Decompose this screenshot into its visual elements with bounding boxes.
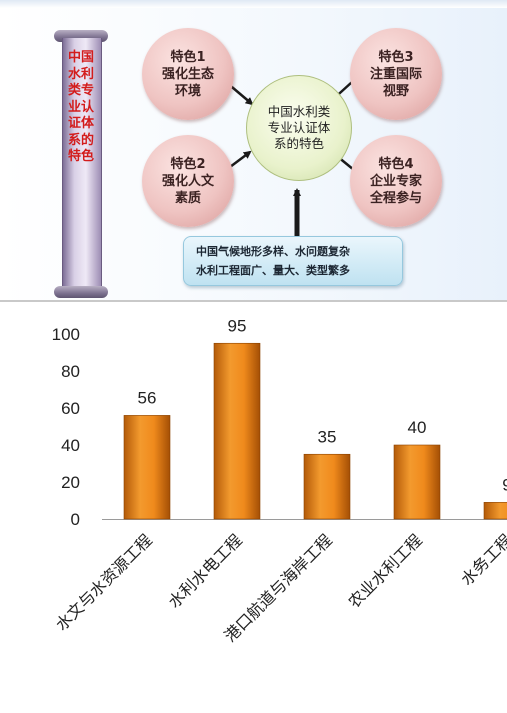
y-tick-label: 0 — [71, 510, 80, 529]
y-tick-label: 80 — [61, 362, 80, 381]
feature-circle-1: 特色1 强化生态 环境 — [142, 28, 234, 120]
feature-3-title: 特色3 — [378, 49, 414, 65]
feature-2-title: 特色2 — [170, 156, 206, 172]
scroll-banner: 中国水利类专业认证体系的特色 — [52, 30, 110, 298]
feature-diagram: 中国水利类专业认证体系的特色 特色1 强化生态 环境 特色2 强化人文 素质 特… — [0, 0, 507, 300]
feature-4-line2: 全程参与 — [369, 190, 422, 206]
bar-chart: 0 20 40 60 80 100 56 95 35 40 9 水文与水资源工程水利水电工程港口航… — [0, 304, 507, 713]
data-label: 95 — [228, 316, 247, 335]
x-tick-label: 水文与水资源工程 — [52, 530, 156, 634]
scroll-bottom-rod — [54, 286, 108, 298]
feature-1-line2: 环境 — [174, 83, 201, 99]
data-label: 35 — [318, 427, 337, 446]
feature-4-title: 特色4 — [378, 156, 414, 172]
bar — [303, 453, 351, 520]
y-axis-ticks: 0 20 40 60 80 100 — [52, 325, 80, 529]
bar-chart-svg: 0 20 40 60 80 100 56 95 35 40 9 水文与水资源工程水利水电工程港口航… — [52, 316, 507, 646]
bar — [483, 502, 507, 520]
feature-circle-4: 特色4 企业专家 全程参与 — [350, 135, 442, 227]
scroll-paper — [62, 38, 102, 290]
bar — [393, 444, 441, 520]
feature-4-line1: 企业专家 — [369, 173, 422, 189]
data-label: 9 — [502, 475, 507, 494]
feature-1-title: 特色1 — [170, 49, 206, 65]
x-tick-label: 农业水利工程 — [345, 530, 426, 611]
feature-circle-3: 特色3 注重国际 视野 — [350, 28, 442, 120]
section-divider — [0, 300, 507, 302]
x-tick-label: 水利水电工程 — [165, 530, 246, 611]
feature-2-line1: 强化人文 — [161, 173, 214, 189]
bar — [213, 342, 261, 520]
data-label: 56 — [138, 388, 157, 407]
scroll-title: 中国水利类专业认证体系的特色 — [68, 50, 95, 164]
top-edge — [0, 0, 507, 8]
feature-3-line2: 视野 — [382, 83, 409, 99]
data-labels: 56 95 35 40 9 — [138, 316, 507, 494]
feature-circle-2: 特色2 强化人文 素质 — [142, 135, 234, 227]
center-text: 中国水利类专业认证体系的特色 — [267, 104, 331, 151]
x-tick-label: 水务工程 — [457, 530, 507, 589]
bars — [123, 342, 507, 520]
context-line-2: 水利工程面广、量大、类型繁多 — [196, 264, 350, 277]
y-tick-label: 60 — [61, 399, 80, 418]
feature-2-line2: 素质 — [174, 190, 201, 206]
center-circle: 中国水利类专业认证体系的特色 — [246, 75, 352, 181]
context-line-1: 中国气候地形多样、水问题复杂 — [196, 245, 350, 258]
y-tick-label: 40 — [61, 436, 80, 455]
context-box: 中国气候地形多样、水问题复杂 水利工程面广、量大、类型繁多 — [183, 236, 403, 286]
y-tick-label: 100 — [52, 325, 80, 344]
bar — [123, 415, 171, 520]
feature-1-line1: 强化生态 — [161, 66, 214, 82]
y-tick-label: 20 — [61, 473, 80, 492]
feature-3-line1: 注重国际 — [369, 66, 422, 82]
data-label: 40 — [408, 418, 427, 437]
